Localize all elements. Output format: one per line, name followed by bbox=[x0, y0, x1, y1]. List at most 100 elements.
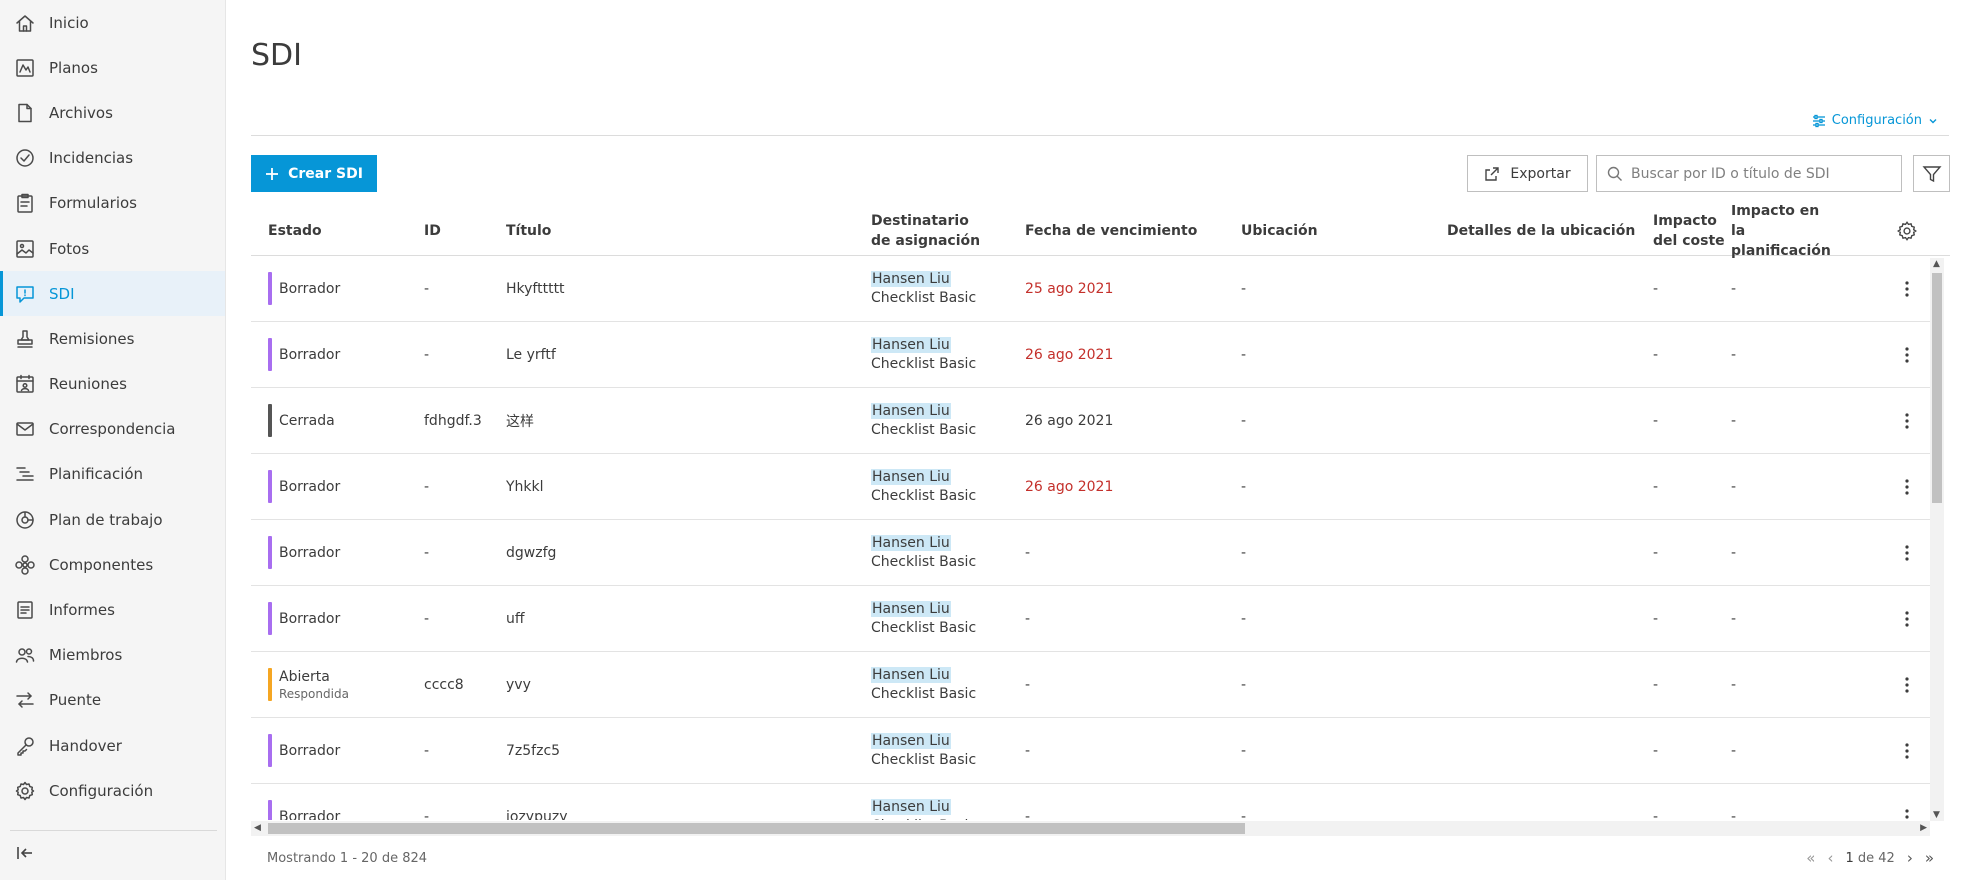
sidebar-item-puente[interactable]: Puente bbox=[0, 678, 225, 723]
configuration-label: Configuración bbox=[1831, 113, 1922, 128]
export-button[interactable]: Exportar bbox=[1467, 155, 1588, 192]
vertical-scrollbar[interactable]: ▲ ▼ bbox=[1930, 258, 1944, 821]
filter-button[interactable] bbox=[1913, 155, 1950, 192]
column-header-id[interactable]: ID bbox=[424, 222, 441, 239]
scroll-up-arrow-icon[interactable]: ▲ bbox=[1933, 259, 1940, 269]
sidebar-item-componentes[interactable]: Componentes bbox=[0, 542, 225, 587]
title-cell[interactable]: dgwzfg bbox=[506, 544, 557, 561]
horizontal-scrollbar[interactable]: ◀ ▶ bbox=[251, 821, 1930, 836]
last-page-icon[interactable]: » bbox=[1924, 849, 1934, 867]
title-cell[interactable]: 7z5fzc5 bbox=[506, 742, 561, 759]
sidebar-item-incidencias[interactable]: Incidencias bbox=[0, 136, 225, 181]
assignee-company: Checklist Basic bbox=[871, 620, 977, 636]
status-label: Borrador bbox=[279, 742, 341, 759]
column-header-schedule-impact[interactable]: Impacto en la planificación bbox=[1731, 205, 1831, 259]
scroll-right-arrow-icon[interactable]: ▶ bbox=[1920, 823, 1927, 833]
sidebar-item-handover[interactable]: Handover bbox=[0, 723, 225, 768]
table-row[interactable]: Borrador - dgwzfg Hansen Liu Checklist B… bbox=[251, 520, 1931, 586]
cost-impact-cell: - bbox=[1653, 610, 1659, 627]
title-cell[interactable]: Hkyfttttt bbox=[506, 280, 565, 297]
location-cell: - bbox=[1241, 676, 1247, 693]
table-row[interactable]: Borrador - 7z5fzc5 Hansen Liu Checklist … bbox=[251, 718, 1931, 784]
table-row[interactable]: Borrador - iozypuzy Hansen Liu Checklist… bbox=[251, 784, 1931, 820]
next-page-icon[interactable]: › bbox=[1906, 849, 1913, 867]
sidebar-item-miembros[interactable]: Miembros bbox=[0, 633, 225, 678]
column-header-location[interactable]: Ubicación bbox=[1241, 222, 1318, 239]
row-menu-icon[interactable] bbox=[1897, 740, 1917, 762]
row-menu-icon[interactable] bbox=[1897, 410, 1917, 432]
configuration-link[interactable]: Configuración bbox=[1812, 113, 1938, 128]
row-menu-icon[interactable] bbox=[1897, 608, 1917, 630]
sidebar-item-inicio[interactable]: Inicio bbox=[0, 0, 225, 45]
row-menu-icon[interactable] bbox=[1897, 674, 1917, 696]
table-row[interactable]: Cerrada fdhgdf.3 这样 Hansen Liu Checklist… bbox=[251, 388, 1931, 454]
status-indicator bbox=[268, 272, 272, 305]
sidebar-item-sdi[interactable]: SDI bbox=[0, 271, 225, 317]
row-menu-icon[interactable] bbox=[1897, 278, 1917, 300]
sidebar-item-fotos[interactable]: Fotos bbox=[0, 226, 225, 271]
table-row[interactable]: Borrador - Le yrftf Hansen Liu Checklist… bbox=[251, 322, 1931, 388]
sidebar-item-informes[interactable]: Informes bbox=[0, 587, 225, 632]
assignee-name: Hansen Liu bbox=[871, 535, 951, 551]
current-page[interactable]: 1 bbox=[1845, 850, 1854, 866]
sidebar-item-label: Puente bbox=[49, 691, 102, 710]
title-cell[interactable]: 这样 bbox=[506, 413, 534, 430]
table-row[interactable]: Borrador - uff Hansen Liu Checklist Basi… bbox=[251, 586, 1931, 652]
sidebar-item-label: Reuniones bbox=[49, 375, 127, 394]
column-settings-icon[interactable] bbox=[1896, 205, 1918, 256]
row-menu-icon[interactable] bbox=[1897, 542, 1917, 564]
assignee-cell: Hansen Liu Checklist Basic bbox=[871, 388, 976, 453]
status-cell: Borrador bbox=[279, 520, 340, 585]
sidebar-item-formularios[interactable]: Formularios bbox=[0, 181, 225, 226]
title-cell[interactable]: yvy bbox=[506, 676, 531, 693]
column-header-title[interactable]: Título bbox=[506, 222, 552, 239]
title-cell[interactable]: iozypuzy bbox=[506, 808, 568, 821]
schedule-impact-cell: - bbox=[1731, 544, 1737, 561]
table-row[interactable]: Borrador - Yhkkl Hansen Liu Checklist Ba… bbox=[251, 454, 1931, 520]
column-header-assignee[interactable]: Destinatario de asignación bbox=[871, 212, 981, 249]
first-page-icon[interactable]: « bbox=[1806, 849, 1816, 867]
column-header-status[interactable]: Estado bbox=[268, 222, 322, 239]
row-menu-icon[interactable] bbox=[1897, 476, 1917, 498]
sidebar-item-configuracion[interactable]: Configuración bbox=[0, 768, 225, 813]
title-cell[interactable]: uff bbox=[506, 610, 525, 627]
sidebar: Inicio Planos Archivos Incidencias Formulari… bbox=[0, 0, 226, 880]
sidebar-item-archivos[interactable]: Archivos bbox=[0, 90, 225, 135]
search-input[interactable] bbox=[1631, 165, 1901, 182]
previous-page-icon[interactable]: ‹ bbox=[1827, 849, 1834, 867]
table-row[interactable]: Abierta Respondida cccc8 yvy Hansen Liu … bbox=[251, 652, 1931, 718]
id-cell: fdhgdf.3 bbox=[424, 412, 482, 429]
title-cell[interactable]: Yhkkl bbox=[506, 478, 544, 495]
status-cell: Borrador bbox=[279, 322, 340, 387]
sidebar-item-planificacion[interactable]: Planificación bbox=[0, 452, 225, 497]
row-menu-icon[interactable] bbox=[1897, 344, 1917, 366]
assignee-company: Checklist Basic bbox=[871, 554, 977, 570]
sidebar-item-plan-de-trabajo[interactable]: Plan de trabajo bbox=[0, 497, 225, 542]
sidebar-item-correspondencia[interactable]: Correspondencia bbox=[0, 407, 225, 452]
assignee-cell: Hansen Liu Checklist Basic bbox=[871, 718, 976, 783]
status-label: Borrador bbox=[279, 346, 341, 363]
status-cell: Borrador bbox=[279, 454, 340, 519]
assignee-name: Hansen Liu bbox=[871, 799, 951, 815]
sidebar-item-label: Handover bbox=[49, 736, 122, 755]
column-header-cost-impact[interactable]: Impacto del coste bbox=[1653, 212, 1725, 249]
sidebar-item-planos[interactable]: Planos bbox=[0, 45, 225, 90]
assignee-cell: Hansen Liu Checklist Basic bbox=[871, 322, 976, 387]
title-cell[interactable]: Le yrftf bbox=[506, 346, 556, 363]
status-cell: Borrador bbox=[279, 718, 340, 783]
scroll-left-arrow-icon[interactable]: ◀ bbox=[254, 823, 261, 833]
calendar-people-icon bbox=[14, 373, 36, 395]
sidebar-item-reuniones[interactable]: Reuniones bbox=[0, 362, 225, 407]
vertical-scroll-thumb[interactable] bbox=[1932, 273, 1942, 503]
column-header-due-date[interactable]: Fecha de vencimiento bbox=[1025, 222, 1198, 239]
scroll-down-arrow-icon[interactable]: ▼ bbox=[1933, 810, 1940, 820]
column-header-location-details[interactable]: Detalles de la ubicación bbox=[1447, 222, 1636, 239]
create-rfi-button[interactable]: Crear SDI bbox=[251, 155, 377, 192]
collapse-sidebar-icon[interactable] bbox=[14, 842, 36, 864]
horizontal-scroll-thumb[interactable] bbox=[268, 823, 1245, 834]
row-menu-icon[interactable] bbox=[1897, 806, 1917, 820]
table-row[interactable]: Borrador - Hkyfttttt Hansen Liu Checklis… bbox=[251, 256, 1931, 322]
schedule-icon bbox=[14, 463, 36, 485]
page-title: SDI bbox=[251, 38, 302, 73]
sidebar-item-remisiones[interactable]: Remisiones bbox=[0, 316, 225, 361]
